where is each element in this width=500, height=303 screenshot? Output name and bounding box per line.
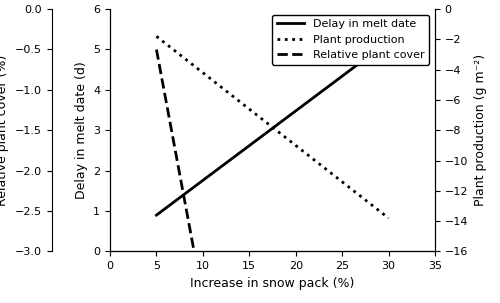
Relative plant cover — [163, 98, 169, 101]
Delay in melt date — [154, 213, 160, 217]
Y-axis label: Relative plant cover (%): Relative plant cover (%) — [0, 55, 9, 206]
Delay in melt date — [168, 203, 173, 206]
Plant production — [386, 216, 392, 220]
Plant production — [366, 201, 372, 205]
Line: Delay in melt date: Delay in melt date — [156, 42, 388, 215]
Line: Plant production: Plant production — [156, 36, 388, 218]
Plant production — [168, 45, 173, 49]
Plant production — [196, 68, 202, 72]
Delay in melt date — [163, 206, 169, 210]
Plant production — [154, 35, 160, 38]
Delay in melt date — [374, 48, 380, 52]
Line: Relative plant cover: Relative plant cover — [156, 49, 388, 303]
Delay in melt date — [386, 40, 392, 43]
Delay in melt date — [216, 167, 222, 171]
Plant production — [163, 42, 169, 45]
Plant production — [216, 83, 222, 87]
Legend: Delay in melt date, Plant production, Relative plant cover: Delay in melt date, Plant production, Re… — [272, 15, 430, 65]
Delay in melt date — [366, 55, 372, 58]
Relative plant cover — [154, 48, 160, 51]
Delay in melt date — [196, 181, 202, 185]
X-axis label: Increase in snow pack (%): Increase in snow pack (%) — [190, 277, 354, 290]
Y-axis label: Delay in melt date (d): Delay in melt date (d) — [74, 62, 88, 199]
Relative plant cover — [168, 123, 173, 126]
Y-axis label: Plant production (g m⁻²): Plant production (g m⁻²) — [474, 54, 487, 206]
Relative plant cover — [196, 279, 202, 283]
Plant production — [374, 207, 380, 211]
